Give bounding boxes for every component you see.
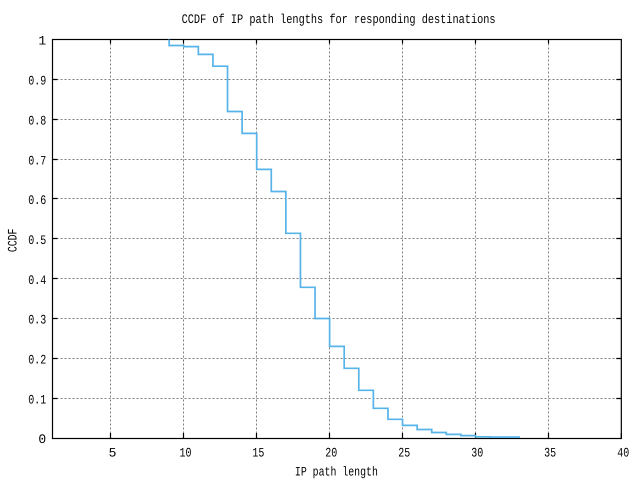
svg-text:0.5: 0.5 [28, 233, 46, 248]
svg-text:CCDF of IP path lengths for re: CCDF of IP path lengths for responding d… [182, 12, 496, 27]
svg-text:35: 35 [544, 446, 556, 461]
svg-text:0.1: 0.1 [28, 392, 46, 407]
svg-text:0.9: 0.9 [28, 74, 46, 89]
svg-text:25: 25 [398, 446, 410, 461]
svg-text:10: 10 [180, 446, 192, 461]
svg-text:5: 5 [109, 446, 117, 461]
svg-text:0.8: 0.8 [28, 113, 46, 128]
svg-text:0: 0 [38, 432, 46, 447]
svg-text:20: 20 [325, 446, 337, 461]
svg-text:IP path length: IP path length [295, 465, 378, 480]
svg-text:30: 30 [471, 446, 483, 461]
svg-text:0.6: 0.6 [28, 193, 46, 208]
svg-text:0.4: 0.4 [28, 273, 46, 288]
svg-text:40: 40 [617, 446, 629, 461]
svg-text:0.3: 0.3 [28, 313, 46, 328]
svg-text:0.2: 0.2 [28, 353, 46, 368]
svg-text:15: 15 [252, 446, 264, 461]
svg-text:CCDF: CCDF [6, 229, 21, 253]
svg-text:0.7: 0.7 [28, 153, 46, 168]
svg-text:1: 1 [38, 34, 46, 49]
